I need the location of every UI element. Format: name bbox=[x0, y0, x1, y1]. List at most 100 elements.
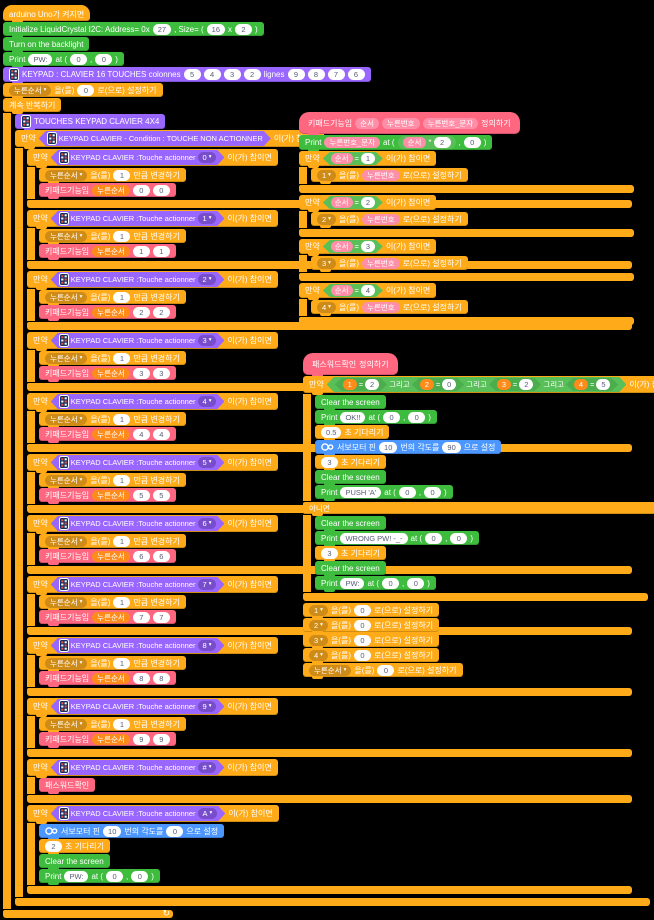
value-input[interactable]: 0 bbox=[463, 137, 481, 148]
reset-digit-1[interactable]: 1 ▾ 을(를) 0 로(으로) 설정하기 bbox=[303, 603, 440, 619]
value-input[interactable]: 2 bbox=[361, 197, 375, 208]
parameter-reporter[interactable]: 순서 bbox=[331, 153, 353, 164]
dropdown-field[interactable]: 누른순서 ▾ bbox=[45, 291, 88, 303]
servo-set-90[interactable]: 서보모터 핀 10 번의 각도를 90 으로 설정 bbox=[315, 440, 502, 456]
parameter-reporter[interactable]: 순서 bbox=[355, 117, 379, 129]
variable-reporter[interactable]: 누른순서 bbox=[92, 672, 130, 684]
if-touch-9-head[interactable]: 만약 KEYPAD CLAVIER :Touche actionner 9 ▾ 이(가)… bbox=[27, 698, 278, 717]
value-input[interactable]: PW: bbox=[64, 870, 89, 882]
value-input[interactable]: 5 bbox=[132, 489, 150, 501]
variable-reporter[interactable]: 누른순서 bbox=[92, 733, 130, 745]
value-input[interactable]: 1 bbox=[113, 169, 131, 181]
condition-slot[interactable]: KEYPAD CLAVIER :Touche actionner 3 ▾ bbox=[51, 333, 225, 348]
dropdown-field[interactable]: 5 ▾ bbox=[198, 457, 217, 468]
dropdown-field[interactable]: 2 ▾ bbox=[309, 619, 328, 631]
change-press-order[interactable]: 누른순서 ▾ 을(를) 1 만큼 변경하기 bbox=[39, 290, 186, 306]
forever-loop-head[interactable]: 계속 반복하기 bbox=[3, 98, 62, 114]
condition-slot[interactable]: KEYPAD CLAVIER :Touche actionner 2 ▾ bbox=[51, 272, 225, 287]
value-input[interactable]: 0 bbox=[407, 577, 425, 589]
value-input[interactable]: OK!! bbox=[340, 411, 366, 423]
value-input[interactable]: 10 bbox=[379, 441, 398, 453]
arduino-start-hat[interactable]: arduino Uno가 켜지면 bbox=[3, 5, 91, 23]
value-input[interactable]: 5 bbox=[152, 489, 170, 501]
condition-slot[interactable]: 순서 = 2 bbox=[323, 196, 383, 209]
lcd-print-pw[interactable]: Print PW: at (0, 0) bbox=[39, 869, 160, 885]
value-input[interactable]: 6 bbox=[347, 69, 365, 80]
parameter-reporter[interactable]: 순서 bbox=[331, 241, 353, 252]
value-input[interactable]: 10 bbox=[103, 825, 122, 837]
value-input[interactable]: 2 bbox=[132, 306, 150, 318]
value-input[interactable]: 1 bbox=[132, 245, 150, 257]
dropdown-field[interactable]: 0 ▾ bbox=[198, 152, 217, 163]
dropdown-field[interactable]: 1 ▾ bbox=[309, 604, 328, 616]
set-digit-3[interactable]: 3 ▾ 을(를) 누른번호 로(으로) 설정하기 bbox=[311, 256, 468, 272]
value-input[interactable]: 0 bbox=[442, 379, 456, 390]
lcd-clear[interactable]: Clear the screen bbox=[315, 470, 386, 486]
value-input[interactable]: 3 bbox=[361, 241, 375, 252]
call-keypad-fn-5[interactable]: 키패드기능임 누른순서 5 5 bbox=[39, 488, 176, 504]
lcd-print-pw[interactable]: Print PW: at (0, 0) bbox=[3, 52, 124, 68]
value-input[interactable]: 5 bbox=[596, 379, 610, 390]
dropdown-field[interactable]: 누른순서 ▾ bbox=[45, 535, 88, 547]
value-input[interactable]: 1 bbox=[113, 230, 131, 242]
value-input[interactable]: 0 bbox=[95, 53, 113, 65]
variable-reporter[interactable]: 누른순서 bbox=[92, 550, 130, 562]
value-input[interactable]: 0 bbox=[131, 870, 149, 882]
keypad-scan[interactable]: TOUCHES KEYPAD CLAVIER 4X4 bbox=[15, 114, 166, 131]
variable-reporter[interactable]: 누른순서 bbox=[92, 611, 130, 623]
if-touch-2-head[interactable]: 만약 KEYPAD CLAVIER :Touche actionner 2 ▾ 이(가)… bbox=[27, 271, 278, 290]
lcd-backlight-on[interactable]: Turn on the backlight bbox=[3, 37, 90, 53]
call-keypad-fn-9[interactable]: 키패드기능임 누른순서 9 9 bbox=[39, 732, 176, 748]
lcd-clear[interactable]: Clear the screen bbox=[315, 395, 386, 411]
reset-digit-4[interactable]: 4 ▾ 을(를) 0 로(으로) 설정하기 bbox=[303, 648, 440, 664]
parameter-reporter[interactable]: 누른번호 bbox=[362, 213, 400, 225]
variable-reporter[interactable]: 누른순서 bbox=[92, 489, 130, 501]
value-input[interactable]: 0 bbox=[354, 649, 371, 661]
dropdown-field[interactable]: 2 ▾ bbox=[198, 274, 217, 285]
set-press-order[interactable]: 누른순서 ▾ 을(를) 0 로(으로) 설정하기 bbox=[3, 83, 163, 99]
if-touch-3-head[interactable]: 만약 KEYPAD CLAVIER :Touche actionner 3 ▾ 이(가)… bbox=[27, 332, 278, 351]
dropdown-field[interactable]: # ▾ bbox=[198, 762, 217, 773]
change-press-order[interactable]: 누른순서 ▾ 을(를) 1 만큼 변경하기 bbox=[39, 656, 186, 672]
condition-slot[interactable]: 순서 = 3 bbox=[323, 240, 383, 253]
value-input[interactable]: 4 bbox=[203, 69, 221, 80]
dropdown-field[interactable]: 1 ▾ bbox=[198, 213, 217, 224]
value-input[interactable]: 2 bbox=[519, 379, 533, 390]
value-input[interactable]: 2 bbox=[433, 137, 451, 148]
reset-digit-2[interactable]: 2 ▾ 을(를) 0 로(으로) 설정하기 bbox=[303, 618, 440, 634]
condition-slot[interactable]: KEYPAD CLAVIER :Touche actionner A ▾ bbox=[51, 806, 226, 821]
value-input[interactable]: 0.5 bbox=[321, 426, 342, 438]
value-input[interactable]: 3 bbox=[132, 367, 150, 379]
wait-05s[interactable]: 0.5 초 기다리기 bbox=[315, 425, 390, 441]
variable-reporter[interactable]: 누른순서 bbox=[92, 428, 130, 440]
parameter-reporter[interactable]: 순서 bbox=[331, 197, 353, 208]
condition-slot[interactable]: KEYPAD CLAVIER :Touche actionner 9 ▾ bbox=[51, 699, 225, 714]
dropdown-field[interactable]: 4 ▾ bbox=[317, 301, 336, 313]
value-input[interactable]: WRONG PW! -_- bbox=[340, 532, 408, 544]
change-press-order[interactable]: 누른순서 ▾ 을(를) 1 만큼 변경하기 bbox=[39, 595, 186, 611]
lcd-print-digit[interactable]: Print 누른번호_문자 at (순서 * 2, 0) bbox=[299, 135, 493, 152]
value-input[interactable]: 8 bbox=[152, 672, 170, 684]
dropdown-field[interactable]: 9 ▾ bbox=[198, 701, 217, 712]
variable-reporter[interactable]: 1 bbox=[343, 379, 357, 390]
value-input[interactable]: 0 bbox=[424, 486, 442, 498]
dropdown-field[interactable]: 6 ▾ bbox=[198, 518, 217, 529]
if-touch-5-head[interactable]: 만약 KEYPAD CLAVIER :Touche actionner 5 ▾ 이(가)… bbox=[27, 454, 278, 473]
condition-slot[interactable]: 3 = 2 bbox=[489, 378, 541, 391]
variable-reporter[interactable]: 4 bbox=[574, 379, 588, 390]
condition-slot[interactable]: 2 = 0 bbox=[412, 378, 464, 391]
value-input[interactable]: 4 bbox=[132, 428, 150, 440]
value-input[interactable]: 3 bbox=[152, 367, 170, 379]
value-input[interactable]: 2 bbox=[45, 840, 62, 852]
parameter-reporter[interactable]: 누른번호_문자 bbox=[422, 117, 479, 129]
condition-slot[interactable]: 1 = 2 bbox=[335, 378, 387, 391]
value-input[interactable]: 9 bbox=[152, 733, 170, 745]
change-press-order[interactable]: 누른순서 ▾ 을(를) 1 만큼 변경하기 bbox=[39, 473, 186, 489]
reset-press-order[interactable]: 누른순서 ▾ 을(를) 0 로(으로) 설정하기 bbox=[303, 663, 463, 679]
value-input[interactable]: 9 bbox=[287, 69, 305, 80]
value-input[interactable]: 2 bbox=[152, 306, 170, 318]
value-input[interactable]: 7 bbox=[132, 611, 150, 623]
if-touch-A-head[interactable]: 만약 KEYPAD CLAVIER :Touche actionner A ▾ 이(가)… bbox=[27, 805, 279, 824]
if-order-4-head[interactable]: 만약 순서 = 4 이(가) 참이면 bbox=[299, 283, 437, 300]
condition-slot[interactable]: KEYPAD CLAVIER :Touche actionner 1 ▾ bbox=[51, 211, 225, 226]
